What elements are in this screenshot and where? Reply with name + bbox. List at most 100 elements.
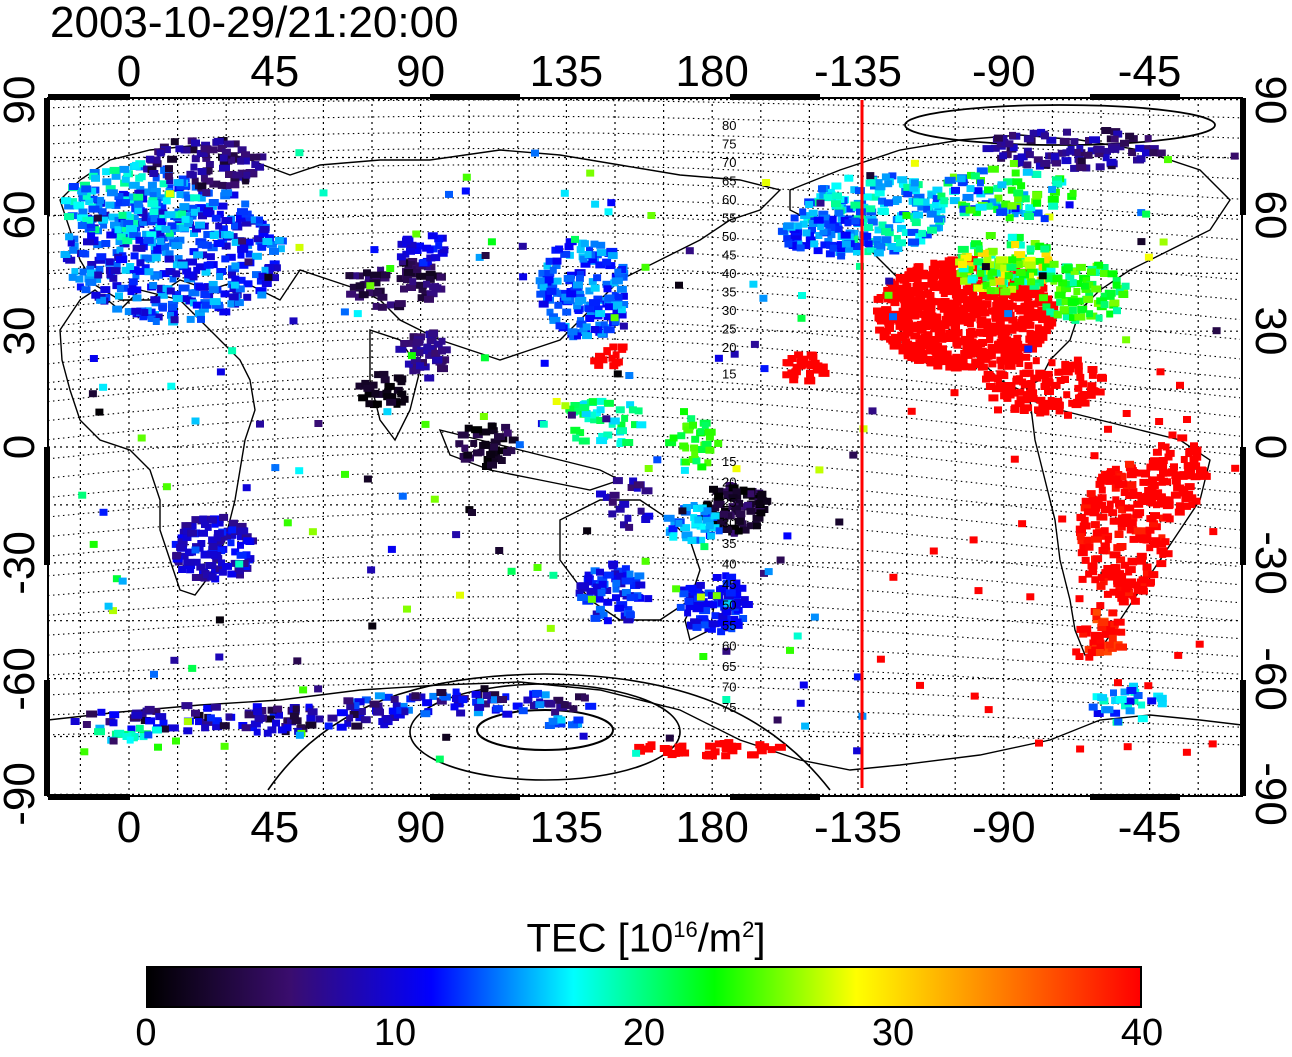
- tec-cell: [692, 605, 704, 613]
- tec-cell: [1183, 416, 1191, 423]
- frame-segment-right: [1240, 98, 1246, 215]
- tec-cell: [895, 290, 905, 297]
- tec-cell: [625, 611, 635, 619]
- tec-cell: [406, 284, 416, 291]
- tec-cell: [220, 742, 229, 750]
- tec-cell: [991, 287, 1000, 295]
- tec-cell: [856, 262, 864, 270]
- tec-cell: [393, 711, 405, 719]
- tec-cell: [927, 280, 937, 288]
- tec-cell: [94, 728, 105, 736]
- tec-cell: [160, 209, 168, 217]
- tec-cell: [184, 718, 192, 726]
- tec-cell: [208, 516, 217, 524]
- tec-cell: [1093, 710, 1104, 717]
- tec-cell: [253, 728, 261, 736]
- tec-cell: [823, 194, 834, 202]
- tec-cell: [433, 340, 443, 348]
- tec-cell: [1077, 537, 1086, 545]
- tec-cell: [687, 537, 697, 544]
- tec-cell: [190, 163, 198, 171]
- tec-cell: [740, 596, 749, 604]
- tec-cell: [402, 235, 412, 243]
- tec-cell: [996, 140, 1006, 148]
- tec-cell: [1189, 462, 1201, 470]
- tec-cell: [221, 217, 233, 224]
- tec-cell: [236, 567, 244, 575]
- tec-cell: [1079, 543, 1088, 551]
- tec-cell: [1112, 281, 1121, 289]
- tec-cell: [383, 715, 392, 723]
- tec-cell: [580, 240, 589, 248]
- tec-cell: [215, 653, 224, 661]
- tec-cell: [902, 338, 910, 346]
- tec-cell: [617, 343, 628, 351]
- tec-cell: [574, 307, 583, 314]
- tec-cell: [1016, 360, 1024, 367]
- tec-cell: [349, 711, 359, 718]
- tec-cell: [731, 742, 742, 750]
- tec-cell: [1118, 291, 1129, 298]
- tec-cell: [1129, 488, 1138, 496]
- tec-cell: [898, 343, 907, 351]
- tec-cell: [152, 174, 160, 182]
- tec-cell: [702, 751, 709, 759]
- maglat-label-south: 15: [722, 454, 736, 469]
- tec-cell: [993, 298, 1001, 305]
- tec-cell: [957, 179, 968, 187]
- tec-cell: [195, 283, 206, 291]
- tec-cell: [166, 287, 175, 295]
- tec-cell: [820, 241, 831, 249]
- tec-cell: [190, 230, 198, 237]
- tec-cell: [626, 401, 635, 409]
- tec-cell: [199, 515, 208, 523]
- tec-cell: [1083, 295, 1094, 303]
- tec-cell: [119, 252, 126, 260]
- tec-cell: [923, 342, 934, 350]
- tec-cell: [608, 510, 617, 518]
- tec-cell: [788, 242, 797, 249]
- maglat-label-south: 40: [722, 557, 736, 572]
- tec-cell: [1069, 189, 1077, 197]
- tec-cell: [191, 155, 200, 163]
- tec-cell: [564, 243, 574, 251]
- frame-segment-top: [1090, 94, 1180, 100]
- tec-cell: [105, 201, 115, 209]
- tec-cell: [416, 272, 427, 280]
- tec-cell: [1147, 485, 1157, 493]
- tec-cell: [836, 241, 846, 249]
- tec-cell: [996, 384, 1008, 392]
- tec-cell: [1001, 200, 1011, 208]
- tec-cell: [722, 696, 731, 703]
- tec-cell: [916, 237, 926, 245]
- tec-cell: [881, 306, 892, 314]
- tec-cell: [430, 495, 439, 503]
- tec-cell: [810, 199, 818, 207]
- frame-segment-left: [44, 447, 50, 565]
- tec-cell: [1062, 149, 1070, 157]
- tec-cell: [732, 488, 741, 496]
- tec-cell: [987, 165, 999, 173]
- tec-cell: [88, 390, 97, 398]
- tec-cell: [277, 726, 287, 734]
- tec-cell: [202, 208, 211, 216]
- tec-cell: [1136, 552, 1147, 560]
- tec-cell: [545, 257, 555, 265]
- tec-cell: [1056, 298, 1065, 306]
- tec-cell: [1149, 540, 1159, 548]
- tec-cell: [426, 337, 437, 345]
- tec-cell: [722, 647, 731, 655]
- tec-cell: [374, 371, 384, 379]
- tec-cell: [1164, 156, 1172, 164]
- longitude-tick-label: -135: [813, 47, 903, 96]
- tec-cell: [702, 516, 714, 524]
- tec-cell: [243, 293, 252, 301]
- tec-cell: [159, 719, 168, 727]
- tec-cell: [1042, 303, 1051, 311]
- tec-cell: [358, 394, 369, 402]
- tec-cell: [145, 717, 156, 725]
- tec-cell: [263, 729, 272, 737]
- tec-cell: [1056, 377, 1065, 384]
- tec-cell: [889, 342, 900, 350]
- tec-cell: [314, 685, 323, 693]
